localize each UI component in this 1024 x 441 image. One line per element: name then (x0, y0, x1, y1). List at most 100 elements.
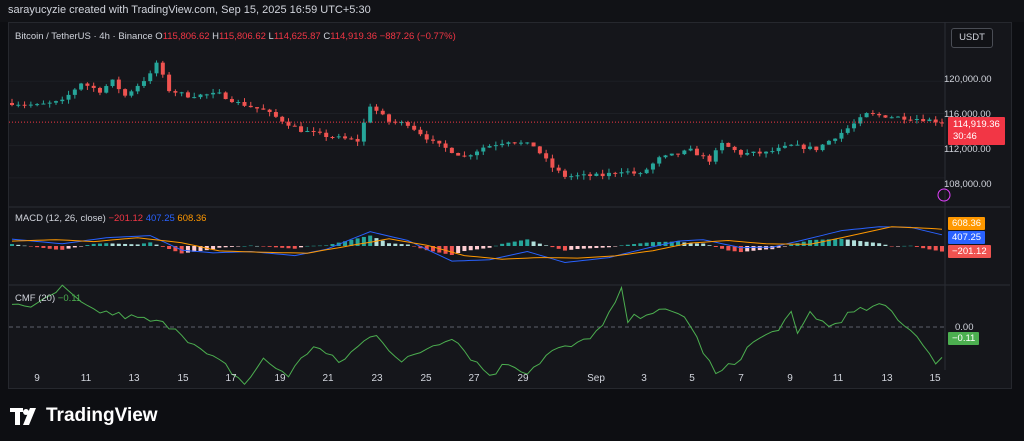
candle-body (814, 146, 819, 151)
macd-hist-bar (619, 245, 624, 246)
candle-body (292, 125, 297, 127)
candle-body (889, 117, 894, 119)
candle-body (324, 132, 329, 138)
macd-hist-bar (85, 245, 90, 246)
x-tick: 15 (177, 373, 189, 384)
x-tick: 11 (832, 373, 844, 384)
candle-body (242, 102, 247, 106)
candle-body (518, 142, 523, 144)
macd-hist-bar (97, 243, 102, 246)
macd-hist-bar (858, 241, 863, 246)
cmf-zero-tick: 0.00 (955, 322, 974, 333)
macd-hist-bar (211, 246, 216, 250)
macd-hist-bar (808, 240, 813, 246)
macd-hist-bar (764, 246, 769, 250)
macd-hist-bar (732, 246, 737, 252)
candle-body (110, 79, 115, 87)
macd-hist-bar (896, 246, 901, 247)
last-price-value: 114,919.36 (953, 119, 1000, 130)
macd-hist-bar (418, 246, 423, 249)
candle-body (839, 132, 844, 139)
macd-hist-bar (267, 246, 272, 247)
cmf-value: −0.11 (57, 293, 82, 304)
macd-hist-bar (833, 239, 838, 246)
symbol-name: Bitcoin / TetherUS · 4h · Binance (15, 31, 153, 42)
macd-hist-bar (902, 245, 907, 247)
macd-hist-bar (167, 246, 172, 250)
candle-body (833, 138, 838, 141)
macd-value: 407.25 (145, 213, 175, 224)
currency-button[interactable]: USDT (951, 28, 993, 48)
x-tick: 19 (274, 373, 286, 384)
macd-hist-bar (380, 240, 385, 246)
candle-body (537, 146, 542, 154)
macd-hist-bar (330, 244, 335, 246)
change-value: −887.26 (−0.77%) (379, 31, 456, 42)
tradingview-logo[interactable]: TradingView (10, 405, 158, 427)
top-bar: sarayucyzie created with TradingView.com… (0, 0, 1024, 22)
candle-body (129, 91, 134, 96)
macd-hist-bar (820, 239, 825, 246)
macd-hist-bar (299, 246, 304, 248)
price-tick-120000: 120,000.00 (944, 74, 992, 85)
candle-body (380, 110, 385, 115)
macd-hist-bar (669, 241, 674, 246)
macd-hist-bar (324, 245, 329, 246)
candle-body (801, 144, 806, 149)
macd-hist-bar (374, 238, 379, 246)
x-tick: 17 (225, 373, 237, 384)
candle-body (902, 116, 907, 120)
chart-frame[interactable] (8, 22, 1012, 389)
candle-body (16, 104, 21, 106)
macd-hist-bar (701, 243, 706, 246)
macd-hist-bar (676, 241, 681, 246)
candle-body (374, 106, 379, 111)
macd-hist-bar (22, 245, 27, 247)
histogram-tag: −201.12 (948, 245, 991, 258)
low-value: 114,625.87 (273, 31, 321, 42)
candle-body (179, 92, 184, 94)
price-tick-108000: 108,000.00 (944, 179, 992, 190)
macd-hist-bar (280, 246, 285, 248)
candle-body (500, 143, 505, 146)
macd-hist-bar (317, 245, 322, 247)
macd-hist-bar (160, 246, 165, 247)
candle-body (594, 173, 599, 176)
macd-hist-bar (217, 246, 222, 248)
macd-hist-bar (305, 245, 310, 247)
macd-histogram (10, 235, 944, 255)
candle-body (248, 105, 253, 108)
macd-hist-bar (192, 246, 197, 252)
candle-body (349, 138, 354, 140)
macd-hist-bar (456, 246, 461, 254)
candle-body (613, 172, 618, 174)
candle-body (236, 102, 241, 104)
macd-hist-bar (594, 246, 599, 248)
candle-body (638, 173, 643, 175)
macd-hist-bar (28, 246, 33, 247)
candle-body (198, 94, 203, 98)
candle-body (167, 74, 172, 92)
x-tick: 27 (468, 373, 480, 384)
macd-hist-bar (223, 246, 228, 248)
candle-body (745, 152, 750, 155)
macd-hist-bar (148, 242, 153, 246)
candle-body (72, 89, 77, 95)
macd-hist-bar (116, 243, 121, 246)
candle-body (41, 103, 46, 105)
candle-body (160, 62, 165, 75)
candle-body (663, 155, 668, 158)
symbol-legend: Bitcoin / TetherUS · 4h · Binance O115,8… (15, 31, 456, 42)
macd-hist-bar (625, 244, 630, 246)
macd-tag: 407.25 (948, 231, 986, 244)
macd-hist-bar (72, 246, 77, 248)
macd-hist-bar (600, 246, 605, 248)
macd-hist-bar (431, 246, 436, 252)
macd-hist-bar (518, 240, 523, 246)
candle-body (682, 150, 687, 155)
macd-hist-bar (845, 239, 850, 246)
macd-hist-bar (581, 246, 586, 249)
x-tick: 9 (787, 373, 793, 384)
candle-body (676, 153, 681, 155)
